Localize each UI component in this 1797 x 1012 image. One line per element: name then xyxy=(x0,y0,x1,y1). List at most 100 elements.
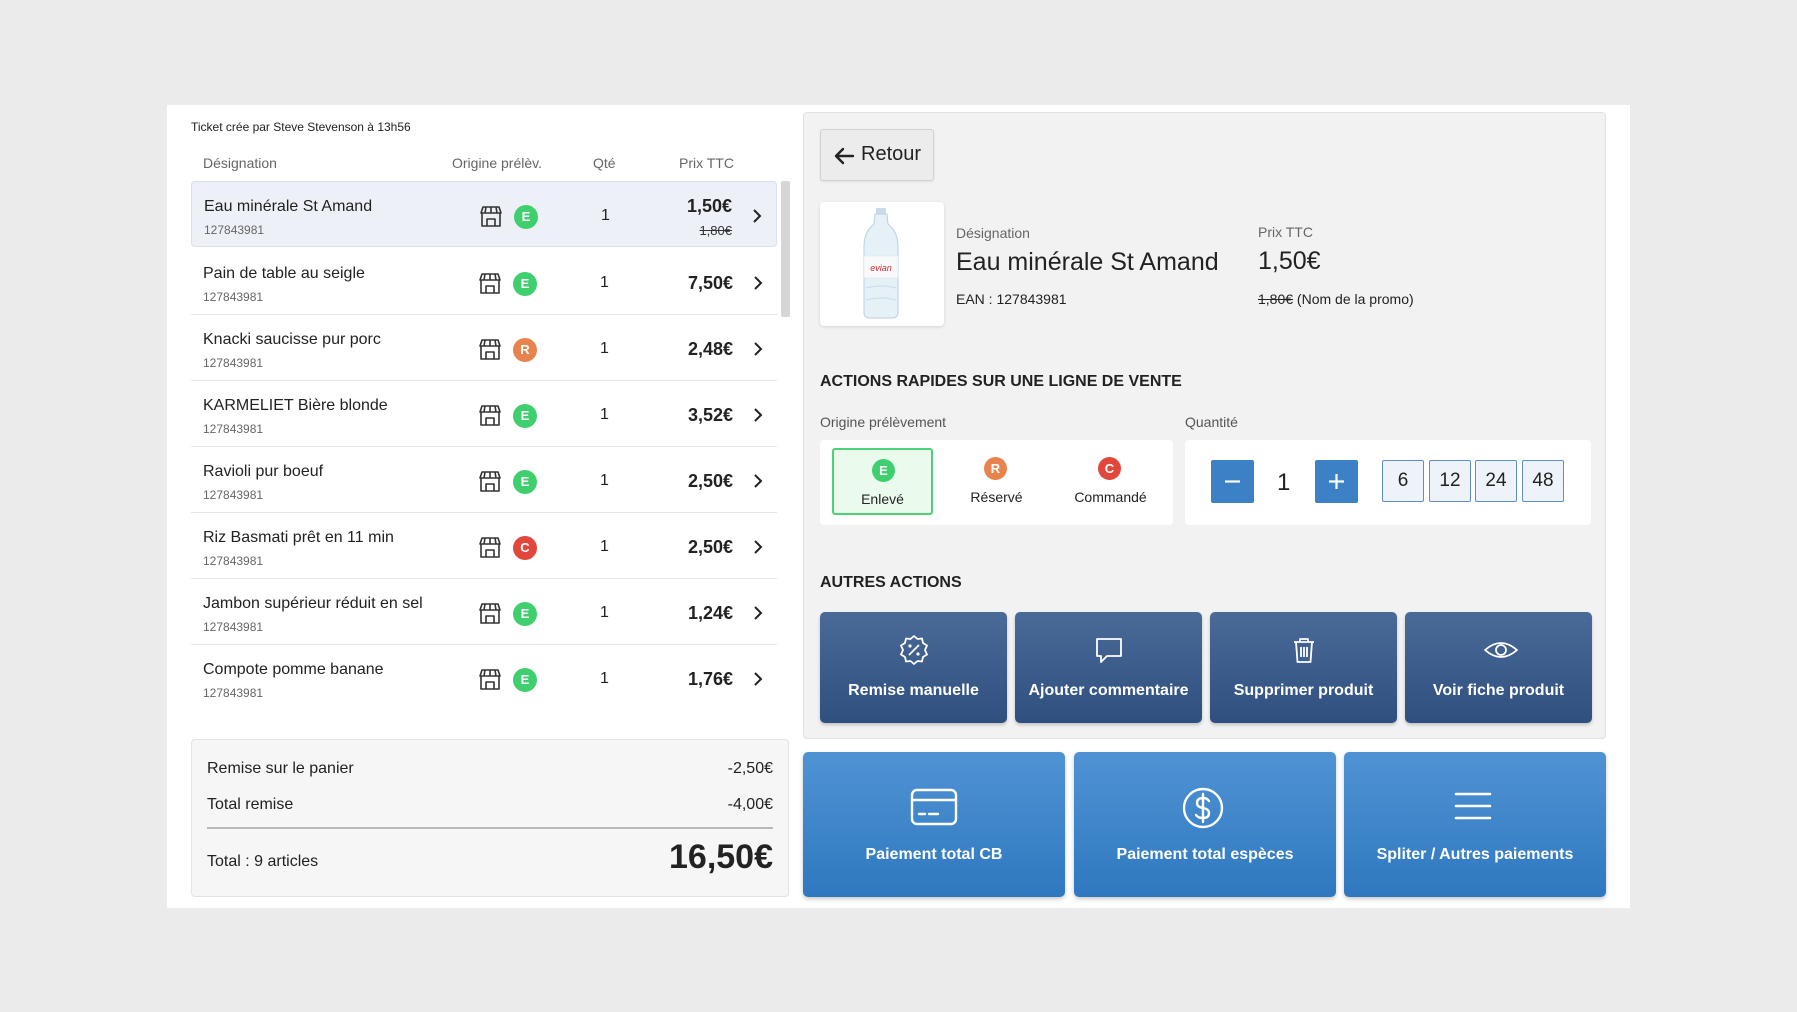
line-price: 1,76€ xyxy=(687,669,733,689)
line-qty: 1 xyxy=(600,604,609,621)
origin-option-label: Enlevé xyxy=(861,491,904,507)
line-qty: 1 xyxy=(600,340,609,357)
qty-preset-24[interactable]: 24 xyxy=(1475,460,1517,502)
chevron-right-icon xyxy=(754,540,763,554)
basket-discount-value: -2,50€ xyxy=(727,760,773,777)
line-name: Jambon supérieur réduit en sel xyxy=(203,595,423,612)
line-name: Compote pomme banane xyxy=(203,661,384,678)
line-code: 127843981 xyxy=(204,223,265,237)
payment-label: Paiement total CB xyxy=(865,846,1003,863)
product-image: evian xyxy=(820,202,944,326)
ticket-line[interactable]: KARMELIET Bière blonde 127843981 E 1 3,5… xyxy=(191,381,777,447)
ticket-line[interactable]: Pain de table au seigle 127843981 E 1 7,… xyxy=(191,249,777,315)
origin-badge-e: E xyxy=(872,459,895,482)
line-name: Ravioli pur boeuf xyxy=(203,463,324,480)
chevron-right-icon xyxy=(754,474,763,488)
chevron-right-icon xyxy=(753,209,762,223)
increment-button[interactable] xyxy=(1315,460,1358,503)
dollar-coin-icon xyxy=(1182,787,1224,829)
line-price: 2,50€ xyxy=(687,471,733,491)
line-code: 127843981 xyxy=(203,554,264,568)
delete-product-button[interactable]: Supprimer produit xyxy=(1210,612,1397,723)
origin-option-commande[interactable]: C Commandé xyxy=(1060,448,1161,515)
line-code: 127843981 xyxy=(203,422,264,436)
store-icon xyxy=(480,206,502,227)
ticket-line[interactable]: Jambon supérieur réduit en sel 127843981… xyxy=(191,579,777,645)
origin-badge: R xyxy=(513,338,537,362)
action-label: Remise manuelle xyxy=(848,682,979,699)
quantity-label: Quantité xyxy=(1185,414,1238,430)
ticket-line-selected[interactable]: Eau minérale St Amand 127843981 E 1 1,50… xyxy=(191,181,777,247)
ticket-line[interactable]: Ravioli pur boeuf 127843981 E 1 2,50€ xyxy=(191,447,777,513)
line-code: 127843981 xyxy=(203,290,264,304)
basket-discount-label: Remise sur le panier xyxy=(207,760,354,777)
line-price: 2,50€ xyxy=(687,537,733,557)
decrement-button[interactable] xyxy=(1211,460,1254,503)
origin-badge: C xyxy=(513,536,537,560)
origin-option-reserve[interactable]: R Réservé xyxy=(946,448,1047,515)
store-icon xyxy=(479,471,501,492)
qty-preset-6[interactable]: 6 xyxy=(1382,460,1424,502)
line-code: 127843981 xyxy=(203,488,264,502)
totals-divider xyxy=(207,827,773,829)
payment-label: Paiement total espèces xyxy=(1116,846,1294,863)
origin-selector: E Enlevé R Réservé C Commandé xyxy=(820,440,1173,525)
ticket-line[interactable]: Knacki saucisse pur porc 127843981 R 1 2… xyxy=(191,315,777,381)
view-product-button[interactable]: Voir fiche produit xyxy=(1405,612,1592,723)
product-ean: EAN : 127843981 xyxy=(956,291,1067,307)
line-name: KARMELIET Bière blonde xyxy=(203,397,388,414)
store-icon xyxy=(479,339,501,360)
arrow-left-icon xyxy=(834,147,855,165)
product-old-price: 1,80€ (Nom de la promo) xyxy=(1258,291,1414,307)
manual-discount-button[interactable]: Remise manuelle xyxy=(820,612,1007,723)
store-icon xyxy=(479,273,501,294)
line-name: Pain de table au seigle xyxy=(203,265,365,282)
split-payment-button[interactable]: Spliter / Autres paiements xyxy=(1344,752,1606,897)
line-qty: 1 xyxy=(600,472,609,489)
back-button[interactable]: Retour xyxy=(820,129,934,181)
price-label: Prix TTC xyxy=(1258,224,1313,240)
totals-panel: Remise sur le panier -2,50€ Total remise… xyxy=(191,739,789,897)
discount-badge-icon xyxy=(900,635,928,665)
water-bottle-image: evian xyxy=(863,208,899,319)
designation-label: Désignation xyxy=(956,225,1030,241)
product-name: Eau minérale St Amand xyxy=(956,248,1219,276)
credit-card-icon xyxy=(910,788,958,826)
list-scrollbar[interactable] xyxy=(781,181,790,317)
origin-badge: E xyxy=(513,404,537,428)
ticket-title: Ticket crée par Steve Stevenson à 13h56 xyxy=(191,120,411,134)
origin-label: Origine prélèvement xyxy=(820,414,947,430)
comment-icon xyxy=(1096,638,1122,663)
line-qty: 1 xyxy=(601,207,610,224)
ticket-line[interactable]: Compote pomme banane 127843981 E 1 1,76€ xyxy=(191,645,777,711)
total-discount-row: Total remise -4,00€ xyxy=(207,796,773,814)
qty-preset-48[interactable]: 48 xyxy=(1522,460,1564,502)
origin-badge-c: C xyxy=(1098,457,1121,480)
quick-actions-title: ACTIONS RAPIDES SUR UNE LIGNE DE VENTE xyxy=(820,373,1182,390)
line-price: 3,52€ xyxy=(687,405,733,425)
qty-preset-12[interactable]: 12 xyxy=(1429,460,1471,502)
quantity-stepper: 1 6 12 24 48 xyxy=(1185,440,1591,525)
menu-lines-icon xyxy=(1454,792,1492,820)
origin-badge: E xyxy=(514,205,538,229)
bottle-brand-text: evian xyxy=(870,263,892,273)
origin-option-enleve[interactable]: E Enlevé xyxy=(832,448,933,515)
basket-discount-row: Remise sur le panier -2,50€ xyxy=(207,760,773,778)
back-label: Retour xyxy=(861,143,922,165)
line-code: 127843981 xyxy=(203,686,264,700)
ticket-line[interactable]: Riz Basmati prêt en 11 min 127843981 C 1… xyxy=(191,513,777,579)
action-label: Ajouter commentaire xyxy=(1028,682,1189,699)
line-old-price: 1,80€ xyxy=(699,223,732,238)
chevron-right-icon xyxy=(754,342,763,356)
pay-card-button[interactable]: Paiement total CB xyxy=(803,752,1065,897)
line-price: 2,48€ xyxy=(687,339,733,359)
chevron-right-icon xyxy=(754,672,763,686)
store-icon xyxy=(479,603,501,624)
add-comment-button[interactable]: Ajouter commentaire xyxy=(1015,612,1202,723)
trash-icon xyxy=(1294,638,1314,663)
line-qty: 1 xyxy=(600,670,609,687)
action-label: Supprimer produit xyxy=(1233,682,1374,699)
line-name: Knacki saucisse pur porc xyxy=(203,331,381,348)
store-icon xyxy=(479,669,501,690)
pay-cash-button[interactable]: Paiement total espèces xyxy=(1074,752,1336,897)
